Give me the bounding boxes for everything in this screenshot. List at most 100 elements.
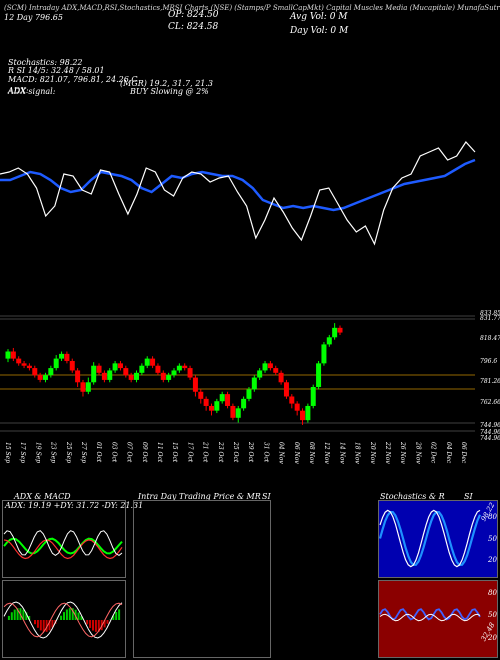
candle-body: [155, 365, 161, 373]
mrsi-line: [0, 141, 476, 246]
mrsi-chart: [0, 141, 476, 246]
rsi-tick-80: 80: [488, 589, 497, 597]
candle-body: [139, 365, 145, 373]
date-axis: 15 Sep 17 Sep 19 Sep 23 Sep 25 Sep 27 Sep 01 O…: [4, 441, 467, 464]
candle-body: [283, 382, 289, 397]
candle-body: [16, 358, 22, 364]
candle-body: [144, 358, 150, 366]
candle-body: [10, 351, 16, 359]
date-tick-label: 18 Nov: [354, 442, 361, 464]
candle-body: [53, 358, 59, 369]
price-tick-label: 833.85: [480, 310, 500, 317]
op-label: OP: 824.50: [168, 10, 219, 20]
candlestick-chart: [5, 323, 343, 425]
candle-body: [300, 410, 306, 421]
adx-title: ADX & MACD: [14, 492, 71, 501]
stoch-title: Stochastics & R: [380, 492, 445, 501]
candle-body: [96, 365, 102, 373]
candle-body: [26, 365, 32, 369]
candle-body: [267, 363, 273, 369]
date-tick-label: 25 Oct: [232, 441, 239, 463]
candle-body: [80, 382, 86, 392]
stoch-panel: [378, 500, 498, 578]
candle-body: [101, 372, 107, 380]
candle-body: [134, 372, 140, 380]
candle-body: [128, 375, 134, 380]
candle-body: [171, 370, 177, 376]
price-levels: [0, 315, 475, 432]
macd-panel: [2, 580, 126, 658]
date-tick-label: 12 Nov: [323, 442, 330, 464]
candle-body: [91, 365, 97, 383]
candle-body: [241, 398, 247, 409]
candle-body: [32, 368, 38, 376]
date-tick-label: 27 Sep: [80, 441, 87, 463]
date-tick-label: 14 Nov: [338, 442, 345, 464]
date-tick-label: 15 Oct: [171, 442, 178, 463]
candle-body: [316, 363, 322, 388]
candle-body: [289, 396, 295, 404]
candle-body: [64, 353, 70, 361]
candle-body: [182, 365, 188, 369]
date-tick-label: 26 Nov: [399, 441, 406, 464]
price-tick-label: 744.96: [480, 429, 500, 436]
stoch-tick-80: 80: [488, 513, 497, 521]
candle-body: [208, 405, 214, 411]
candle-body: [198, 391, 204, 399]
stoch-tick-20: 20: [488, 556, 497, 564]
date-tick-label: 25 Sep: [65, 441, 72, 463]
candle-body: [192, 377, 198, 392]
avg-vol-label: Avg Vol: 0 M: [290, 12, 348, 22]
candle-body: [21, 363, 27, 366]
price-tick-label: 818.47: [480, 335, 500, 342]
candle-body: [257, 370, 263, 378]
candle-body: [203, 398, 209, 406]
date-tick-label: 23 Oct: [217, 441, 224, 463]
rsi-panel: [378, 580, 498, 658]
date-tick-label: 01 Oct: [95, 442, 102, 463]
date-tick-label: 17 Sep: [19, 442, 26, 463]
date-tick-label: 31 Oct: [262, 442, 269, 463]
price-tick-label: 781.26: [480, 378, 500, 385]
candle-body: [37, 375, 43, 380]
intra-title: Intra Day Trading Price & MR: [138, 492, 261, 501]
candle-body: [166, 375, 172, 380]
date-tick-label: 08 Nov: [308, 442, 315, 464]
date-tick-label: 28 Nov: [414, 441, 421, 464]
price-tick-label: 744.96: [480, 422, 500, 429]
date-tick-label: 09 Oct: [141, 442, 148, 463]
date-tick-label: 21 Oct: [202, 441, 209, 463]
date-tick-label: 22 Nov: [384, 441, 391, 464]
candle-body: [112, 363, 118, 371]
candle-body: [262, 363, 268, 371]
candle-body: [214, 401, 220, 411]
candle-body: [117, 363, 123, 369]
date-tick-label: 04 Dec: [445, 442, 452, 464]
candle-body: [150, 358, 156, 366]
price-tick-label: 762.66: [480, 399, 500, 406]
date-tick-label: 03 Oct: [110, 442, 117, 463]
candle-body: [42, 375, 48, 380]
adx-panel: [2, 500, 126, 578]
candle-body: [69, 360, 75, 371]
candle-body: [235, 408, 241, 418]
header-line: (SCM) Intraday ADX,MACD,RSI,Stochastics,…: [4, 4, 500, 12]
candle-body: [5, 351, 11, 359]
candle-body: [187, 368, 193, 378]
stoch-si: SI: [464, 492, 473, 501]
candle-body: [59, 353, 65, 359]
date-tick-label: 17 Oct: [186, 442, 193, 463]
candle-body: [337, 327, 343, 333]
buy-text: BUY Slowing @ 2%: [130, 87, 209, 96]
date-tick-label: 20 Nov: [369, 441, 376, 464]
intra-si: SI: [262, 492, 271, 501]
candle-body: [332, 327, 338, 338]
candle-body: [219, 394, 225, 402]
candle-body: [123, 368, 129, 376]
stoch-label: Stochastics: 98.22: [8, 58, 83, 67]
date-tick-label: 06 Dec: [460, 442, 467, 464]
candle-body: [107, 370, 113, 380]
price-tick-label: 831.77: [480, 315, 500, 322]
date-tick-label: 23 Sep: [50, 441, 57, 463]
